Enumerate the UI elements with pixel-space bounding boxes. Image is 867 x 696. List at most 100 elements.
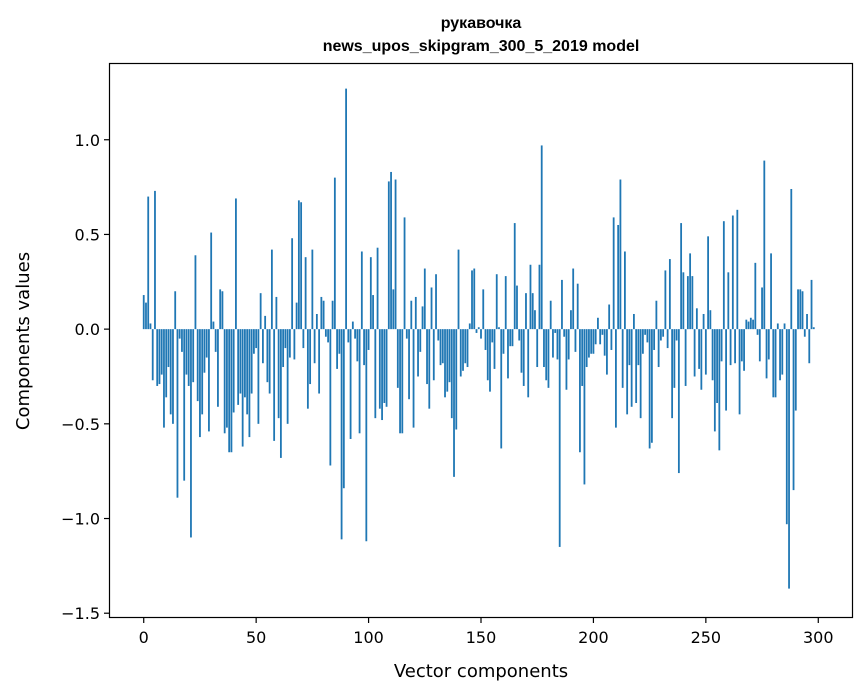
- bar: [626, 329, 629, 415]
- bar: [740, 329, 743, 362]
- bar: [799, 289, 802, 330]
- bar: [543, 329, 545, 368]
- bar: [462, 329, 464, 371]
- bar: [190, 329, 192, 538]
- bar: [583, 329, 586, 485]
- bar: [646, 329, 649, 343]
- bar: [792, 329, 795, 491]
- bar: [556, 329, 559, 360]
- bar: [219, 289, 222, 330]
- bar: [441, 329, 444, 364]
- bar: [239, 329, 242, 394]
- bar: [250, 329, 253, 394]
- bar: [738, 329, 741, 415]
- bar: [803, 329, 806, 337]
- bar: [471, 270, 473, 330]
- bar: [293, 329, 296, 360]
- y-tick-label: −1.5: [61, 604, 100, 623]
- x-tick-label: 150: [466, 628, 497, 647]
- bar: [181, 329, 183, 352]
- bar: [363, 329, 365, 366]
- bar: [662, 329, 665, 337]
- bar: [147, 196, 150, 330]
- bar: [592, 329, 595, 354]
- y-tick-label: 0.5: [75, 225, 100, 244]
- bar: [713, 329, 716, 432]
- bar: [641, 329, 644, 354]
- bar: [525, 293, 527, 330]
- bar: [655, 300, 658, 330]
- bar: [570, 310, 572, 330]
- bar: [783, 323, 786, 330]
- bar: [806, 313, 808, 330]
- bar: [637, 329, 640, 366]
- bar: [774, 329, 777, 398]
- bar: [205, 329, 208, 358]
- bar: [327, 329, 329, 343]
- bar: [633, 313, 635, 330]
- x-tick-label: 250: [691, 628, 722, 647]
- bar: [473, 268, 476, 330]
- bar: [518, 329, 521, 341]
- bar: [246, 329, 249, 415]
- bar: [410, 300, 413, 330]
- bar: [426, 329, 428, 385]
- bar: [579, 329, 581, 453]
- bar: [253, 329, 255, 354]
- bar: [163, 329, 165, 428]
- bar: [716, 329, 718, 403]
- bar: [648, 329, 651, 449]
- bar: [145, 302, 147, 330]
- chart-title: рукавочка: [441, 15, 522, 32]
- bar: [495, 274, 498, 330]
- bar: [192, 329, 195, 383]
- bar: [264, 315, 267, 330]
- bar: [680, 223, 683, 330]
- bar: [241, 329, 244, 447]
- bar: [664, 270, 667, 330]
- bar: [682, 272, 685, 330]
- bar: [338, 329, 341, 354]
- bar: [372, 295, 374, 330]
- bar: [513, 223, 516, 330]
- bar: [347, 329, 350, 343]
- bar: [167, 329, 170, 368]
- bar: [365, 329, 368, 542]
- bar: [306, 329, 309, 409]
- bar: [758, 329, 761, 362]
- bar: [797, 289, 799, 330]
- bar: [331, 300, 334, 330]
- bar: [457, 249, 460, 330]
- bar: [354, 329, 356, 339]
- bar: [401, 329, 404, 434]
- bar: [599, 329, 602, 345]
- bar: [266, 329, 269, 383]
- bar: [235, 198, 237, 330]
- bar: [511, 329, 514, 347]
- bar: [695, 308, 698, 330]
- bar: [435, 274, 437, 330]
- bar: [529, 264, 532, 330]
- bar: [547, 329, 550, 388]
- bar: [785, 329, 788, 525]
- bar: [279, 329, 282, 458]
- bar: [300, 202, 303, 330]
- x-axis-label: Vector components: [394, 661, 568, 682]
- bar: [423, 268, 426, 330]
- bar: [644, 329, 647, 335]
- bar: [349, 329, 352, 439]
- bar: [635, 329, 638, 403]
- bar: [812, 327, 815, 330]
- bar: [731, 215, 734, 330]
- bar: [399, 329, 401, 434]
- bar: [545, 329, 548, 381]
- bars-group: [142, 88, 815, 589]
- bar: [169, 329, 172, 415]
- bar: [277, 329, 280, 419]
- bar: [392, 289, 395, 330]
- bar: [291, 238, 294, 330]
- bar: [700, 329, 703, 390]
- bar: [158, 329, 161, 385]
- bar: [421, 306, 424, 330]
